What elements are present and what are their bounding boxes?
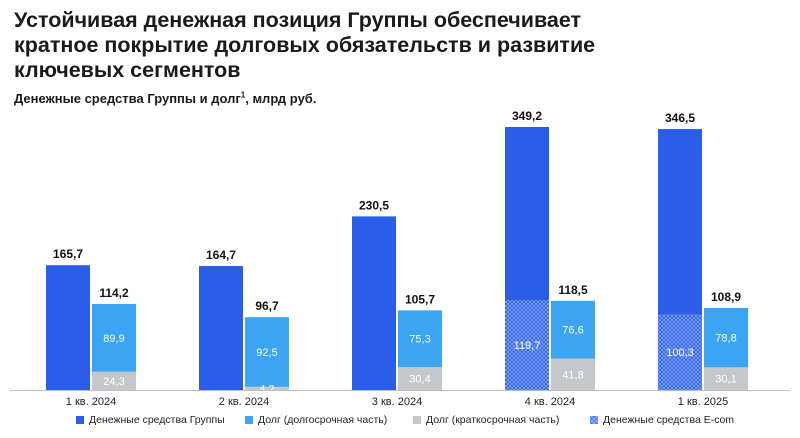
long-term-debt-bar-5 (704, 307, 748, 368)
legend-swatch-ecom-cash (590, 416, 598, 424)
cash-total-label-5: 346,5 (665, 111, 695, 125)
chart-legend: Денежные средства Группы Долг (долгосроч… (0, 414, 800, 434)
legend-item-short-term-debt: Долг (краткосрочная часть) (413, 414, 559, 426)
cash-bar-2 (199, 265, 243, 390)
category-label-1: 1 кв. 2024 (66, 396, 116, 408)
short-term-debt-label-1: 24,3 (103, 376, 124, 388)
legend-label-short-term-debt: Долг (краткосрочная часть) (426, 414, 560, 426)
debt-total-label-1: 114,2 (99, 286, 129, 300)
chart-subtitle: Денежные средства Группы и долг1, млрд р… (14, 91, 316, 106)
cash-total-label-2: 164,7 (206, 248, 236, 262)
short-term-debt-bar-3 (398, 367, 442, 390)
title-line-1: Устойчивая денежная позиция Группы обесп… (14, 8, 582, 32)
cash-total-label-1: 165,7 (53, 247, 83, 261)
debt-total-label-3: 105,7 (405, 292, 435, 306)
long-term-debt-label-1: 89,9 (103, 333, 124, 345)
cash-bar-1 (46, 265, 90, 390)
subtitle-text: Денежные средства Группы и долг (14, 91, 241, 106)
cash-total-label-3: 230,5 (359, 198, 389, 212)
title-line-2: кратное покрытие долговых обязательств и… (14, 33, 596, 57)
legend-label-cash: Денежные средства Группы (89, 414, 225, 426)
long-term-debt-bar-2 (245, 317, 289, 387)
ecom-cash-bar-4 (505, 299, 549, 390)
category-label-2: 2 кв. 2024 (219, 396, 269, 408)
legend-item-cash: Денежные средства Группы (76, 414, 225, 426)
ecom-cash-label-5: 100,3 (666, 347, 694, 359)
short-term-debt-bar-5 (704, 367, 748, 390)
debt-total-label-2: 96,7 (255, 299, 279, 313)
category-label-5: 1 кв. 2025 (678, 396, 728, 408)
category-label-4: 4 кв. 2024 (525, 396, 575, 408)
legend-swatch-long-term-debt (245, 416, 253, 424)
subtitle-unit: , млрд руб. (245, 91, 317, 106)
long-term-debt-bar-4 (551, 300, 595, 359)
legend-swatch-cash (76, 416, 84, 424)
long-term-debt-label-2: 92,5 (256, 347, 277, 359)
long-term-debt-label-3: 75,3 (409, 334, 430, 346)
short-term-debt-bar-2 (245, 386, 289, 390)
title-line-3: ключевых сегментов (14, 58, 241, 82)
legend-item-ecom-cash: Денежные средства E-com (590, 414, 734, 426)
ecom-cash-bar-5 (658, 314, 702, 390)
long-term-debt-bar-3 (398, 310, 442, 368)
bar-chart: 165,7 24,3 89,9 114,2 1 кв. 2024 164,7 4,2 92,5… (10, 109, 790, 408)
ecom-cash-label-4: 119,7 (514, 340, 541, 352)
debt-total-label-5: 108,9 (711, 290, 741, 304)
short-term-debt-label-2: 4,2 (259, 383, 274, 395)
long-term-debt-bar-1 (92, 303, 136, 372)
long-term-debt-label-5: 78,8 (715, 333, 736, 345)
page-title: Устойчивая денежная позиция Группы обесп… (14, 8, 784, 83)
short-term-debt-label-4: 41,8 (562, 369, 583, 381)
subtitle-footnote-mark: 1 (240, 90, 246, 100)
short-term-debt-label-5: 30,1 (715, 374, 736, 386)
legend-label-long-term-debt: Долг (долгосрочная часть) (258, 414, 388, 426)
short-term-debt-bar-4 (551, 358, 595, 390)
long-term-debt-label-4: 76,6 (562, 325, 583, 337)
short-term-debt-bar-1 (92, 371, 136, 390)
legend-item-long-term-debt: Долг (долгосрочная часть) (245, 414, 387, 426)
cash-bar-3 (352, 216, 396, 390)
category-label-3: 3 кв. 2024 (372, 396, 422, 408)
short-term-debt-label-3: 30,4 (409, 374, 430, 386)
legend-label-ecom-cash: Денежные средства E-com (603, 414, 735, 426)
debt-total-label-4: 118,5 (558, 283, 588, 297)
legend-swatch-short-term-debt (413, 416, 421, 424)
cash-total-label-4: 349,2 (512, 109, 542, 123)
